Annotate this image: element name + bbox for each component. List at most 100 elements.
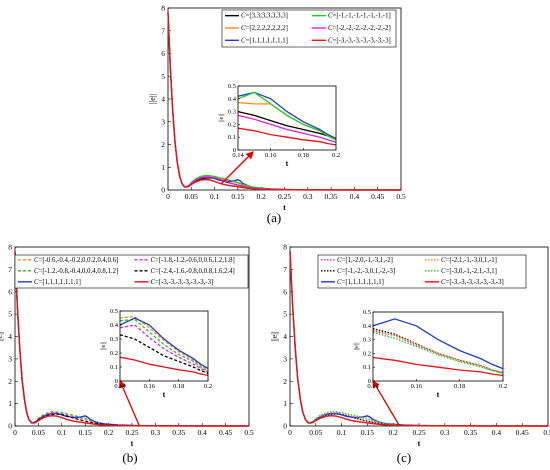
x-tick-label: 0.05 bbox=[32, 428, 45, 437]
inset-y-tick-label: 0.1 bbox=[110, 364, 118, 371]
inset-x-tick-label: 0.16 bbox=[144, 383, 156, 390]
inset-background bbox=[373, 312, 503, 381]
x-tick-label: 0.35 bbox=[325, 192, 338, 201]
x-tick-label: 0 bbox=[166, 192, 170, 201]
x-tick-label: 0.45 bbox=[516, 428, 529, 437]
zoom-arrow bbox=[372, 379, 400, 426]
inset-x-axis-label: t bbox=[286, 159, 289, 168]
inset-series-line bbox=[237, 91, 337, 140]
x-tick-label: 0.35 bbox=[172, 428, 185, 437]
inset-series-line bbox=[119, 334, 209, 374]
x-tick-label: 0.45 bbox=[371, 192, 384, 201]
inset-y-tick-label: 0.4 bbox=[110, 322, 119, 329]
inset-x-tick-label: 0.14 bbox=[367, 383, 379, 390]
series-line bbox=[14, 251, 249, 427]
y-tick-label: 1 bbox=[8, 399, 12, 408]
x-tick-label: 0.15 bbox=[79, 428, 92, 437]
x-tick-label: 0.2 bbox=[104, 428, 114, 437]
inset-y-tick-label: 0.3 bbox=[363, 337, 371, 344]
inset-series-line bbox=[372, 332, 504, 375]
inset-x-tick-label: 0.18 bbox=[454, 383, 465, 390]
legend-label: C=[1,1,1,1,1,1,1] bbox=[241, 37, 288, 44]
x-tick-label: 0.2 bbox=[389, 428, 399, 437]
inset-series-line bbox=[237, 91, 337, 141]
inset-x-tick-label: 0.18 bbox=[298, 152, 309, 159]
y-tick-label: 3 bbox=[8, 354, 12, 363]
legend-label: C=[1,1,1,1,1,1,1] bbox=[337, 279, 384, 286]
inset-x-tick-label: 0.2 bbox=[499, 383, 507, 390]
x-tick-label: 0.2 bbox=[257, 192, 267, 201]
y-axis-label: ||e|| bbox=[0, 332, 4, 342]
inset-series-line bbox=[372, 327, 504, 374]
legend-label: C=[-1.2,-0.8,-0.4,0,0.4,0.8,1.2] bbox=[34, 268, 118, 275]
inset-plot: 0.14 0.16 0.18 0.2 0 0.1 0.2 0.3 0.4 0.5 t ||e|| bbox=[218, 83, 340, 168]
panel-caption: (b) bbox=[122, 450, 137, 465]
x-tick-label: 0.3 bbox=[303, 192, 313, 201]
series-line bbox=[167, 12, 401, 191]
inset-x-axis-label: t bbox=[437, 390, 440, 399]
inset-y-tick-label: 0.4 bbox=[228, 96, 237, 103]
inset-y-tick-label: 0.3 bbox=[110, 336, 118, 343]
x-tick-label: 0.5 bbox=[543, 428, 550, 437]
y-tick-label: 2 bbox=[161, 140, 165, 149]
y-tick-label: 1 bbox=[161, 163, 165, 172]
inset-series-line bbox=[372, 356, 504, 377]
inset-frame bbox=[119, 310, 209, 382]
inset-series-line bbox=[119, 317, 209, 369]
panel-a: 0 0.05 0.1 0.15 0.2 0.25 0.3 0.35 0.4 0.45 0.50123… bbox=[148, 4, 406, 226]
x-tick-label: 0.3 bbox=[440, 428, 450, 437]
inset-series-line bbox=[237, 114, 337, 143]
inset-y-tick-label: 0.5 bbox=[363, 309, 371, 316]
y-tick-label: 2 bbox=[283, 377, 287, 386]
inset-plot: 0.14 0.16 0.18 0.2 0 0.1 0.2 0.3 0.4 0.5 t ||e|| bbox=[353, 309, 507, 399]
inset-series-line bbox=[119, 324, 209, 373]
x-tick-label: 0.5 bbox=[244, 428, 254, 437]
inset-x-axis-label: t bbox=[163, 390, 166, 399]
y-axis-label: ||e|| bbox=[148, 94, 157, 104]
x-tick-label: 0.35 bbox=[464, 428, 477, 437]
legend-label: C=[-2,1,-1,-3,0,1,-1] bbox=[441, 257, 497, 264]
inset-y-tick-label: 0.3 bbox=[228, 109, 236, 116]
y-tick-label: 4 bbox=[283, 332, 287, 341]
y-tick-label: 3 bbox=[161, 117, 165, 126]
y-tick-label: 7 bbox=[283, 265, 287, 274]
y-tick-label: 8 bbox=[161, 4, 165, 13]
panel-caption: (c) bbox=[397, 450, 411, 465]
legend-label: C=[-2.4,-1.6,-0.8,0,0.8,1.6,2.4] bbox=[151, 268, 235, 275]
inset-y-tick-label: 0.5 bbox=[228, 83, 236, 90]
x-tick-label: 0.1 bbox=[337, 428, 347, 437]
legend-box bbox=[317, 254, 527, 289]
inset-y-tick-label: 0.1 bbox=[363, 364, 371, 371]
inset-x-tick-label: 0.2 bbox=[204, 383, 212, 390]
inset-series-line bbox=[372, 329, 504, 374]
y-tick-label: 0 bbox=[8, 422, 12, 431]
inset-x-tick-label: 0.14 bbox=[114, 383, 126, 390]
inset-y-tick-label: 0 bbox=[368, 378, 371, 385]
inset-frame bbox=[372, 311, 504, 382]
legend-box bbox=[14, 254, 249, 289]
x-tick-label: 0.25 bbox=[125, 428, 138, 437]
x-tick-label: 0.4 bbox=[198, 428, 208, 437]
legend-label: C=[2,2,2,2,2,2,2] bbox=[241, 25, 288, 32]
x-tick-label: 0.05 bbox=[185, 192, 198, 201]
x-tick-label: 0 bbox=[13, 428, 17, 437]
y-tick-label: 1 bbox=[283, 399, 287, 408]
x-tick-label: 0.05 bbox=[309, 428, 322, 437]
legend-label: C=[3,3,3,3,3,3,3] bbox=[241, 13, 288, 20]
inset-series-line bbox=[119, 318, 209, 372]
y-tick-label: 3 bbox=[283, 354, 287, 363]
inset-y-tick-label: 0 bbox=[115, 378, 118, 385]
inset-plot: 0.14 0.16 0.18 0.2 0 0.1 0.2 0.3 0.4 0.5 t ||e|| bbox=[100, 308, 212, 399]
x-axis-label: t bbox=[131, 439, 134, 448]
legend-label: C=[-3,-3,-3,-3,-3,-3,-3] bbox=[151, 279, 214, 286]
inset-y-axis-label: ||e|| bbox=[218, 114, 225, 122]
x-tick-label: 0 bbox=[288, 428, 292, 437]
inset-y-tick-label: 0.4 bbox=[363, 323, 372, 330]
legend-label: C=[-1.8,-1.2,-0.6,0,0.6,1.2,1.8] bbox=[151, 257, 235, 264]
zoom-arrow bbox=[220, 151, 254, 185]
y-tick-label: 6 bbox=[8, 287, 12, 296]
x-tick-label: 0.15 bbox=[361, 428, 374, 437]
inset-y-axis-label: ||e|| bbox=[100, 342, 107, 350]
y-tick-label: 2 bbox=[8, 377, 12, 386]
